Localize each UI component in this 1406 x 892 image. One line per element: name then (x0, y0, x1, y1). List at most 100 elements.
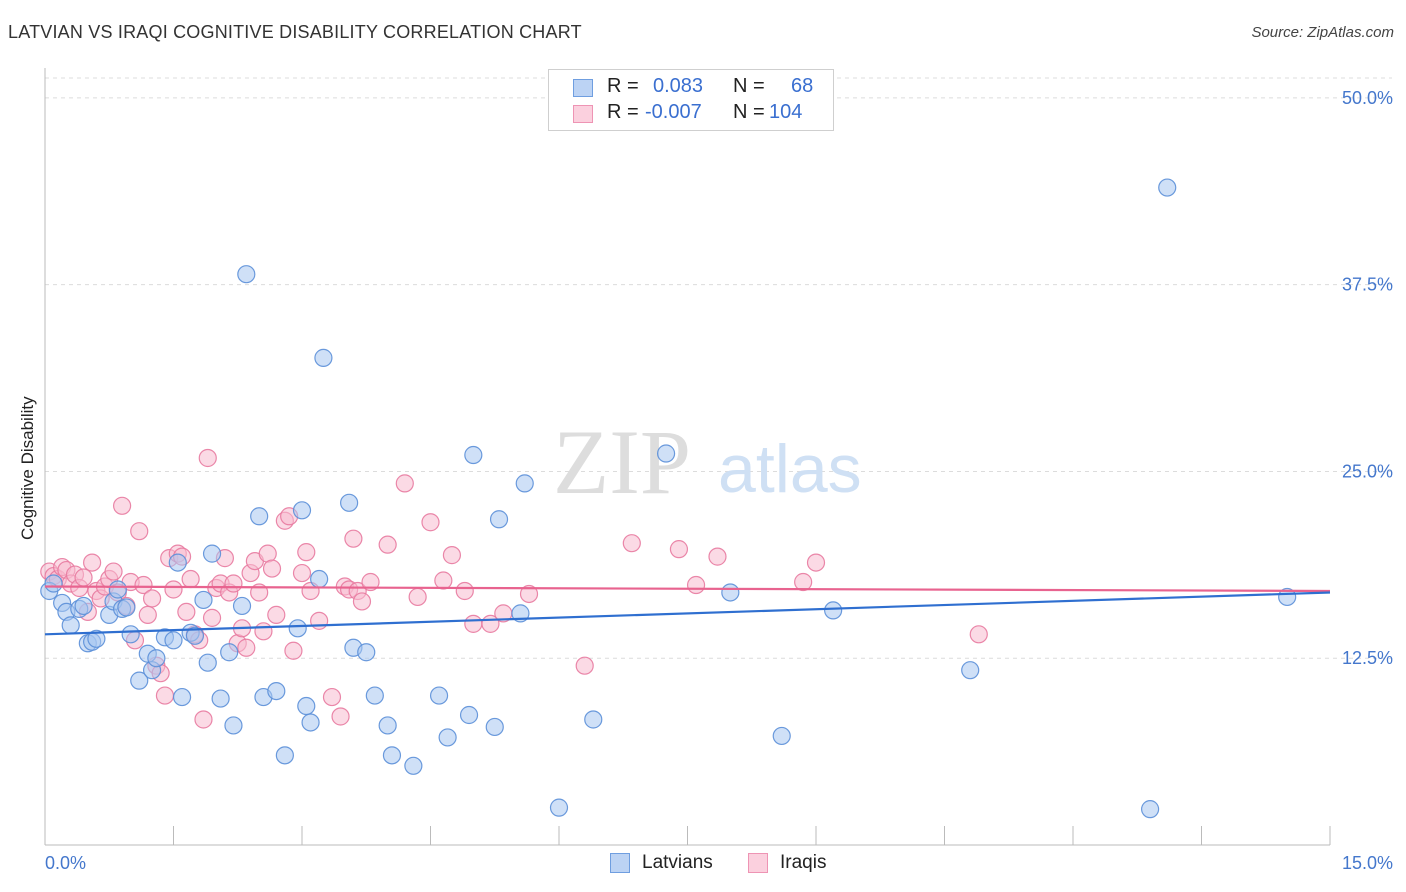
bottom-legend-swatch-latvians (610, 853, 630, 873)
legend-n-value: 104 (769, 101, 803, 123)
iraqis-point (519, 584, 539, 604)
iraqis-point (83, 553, 102, 572)
iraqis-point (134, 575, 153, 595)
latvians-point (164, 631, 183, 650)
iraqis-point (292, 563, 312, 583)
latvians-point (459, 705, 479, 725)
latvians-point (44, 574, 63, 593)
latvians-point (584, 710, 603, 729)
latvians-point (961, 661, 980, 680)
latvians-point (74, 596, 93, 616)
latvians-point (232, 596, 252, 616)
latvians-point (275, 746, 294, 765)
latvians-point (224, 716, 243, 735)
iraqis-point (669, 540, 689, 559)
iraqis-point (310, 611, 329, 630)
iraqis-point (322, 687, 342, 707)
latvians-point (485, 717, 504, 737)
latvians-point (250, 507, 269, 526)
latvians-point (130, 671, 149, 690)
latvians-point (185, 626, 205, 645)
latvians-point (357, 643, 376, 662)
iraqis-point (794, 572, 813, 592)
legend-n-label: N = (733, 75, 765, 97)
x-tick-label: 15.0% (1342, 853, 1393, 873)
legend-swatch-latvians (573, 79, 593, 97)
latvians-point (365, 686, 384, 705)
iraqis-point (352, 592, 372, 611)
latvians-point (147, 649, 166, 668)
latvians-point (168, 553, 187, 572)
latvians-point (464, 445, 483, 465)
iraqis-point (177, 602, 196, 622)
axis-layer (44, 68, 1331, 846)
latvians-point (267, 681, 286, 701)
iraqis-point (258, 544, 277, 563)
iraqis-point (181, 569, 200, 589)
y-axis-label: Cognitive Disability (18, 396, 37, 540)
iraqis-point (142, 589, 162, 608)
latvians-point (87, 629, 106, 648)
iraqis-point (130, 522, 149, 541)
latvians-point (237, 265, 256, 284)
latvians-point (438, 728, 457, 747)
iraqis-point (164, 580, 183, 599)
iraqis-point (395, 474, 414, 493)
legend-r-label: R = (607, 101, 639, 123)
legend-r-value: 0.083 (653, 75, 704, 97)
latvians-trend-line (44, 591, 1331, 636)
iraqis-point (575, 656, 594, 675)
latvians-point (1158, 178, 1177, 197)
latvians-point (194, 590, 213, 610)
iraqis-point (224, 574, 243, 593)
bottom-legend-swatch-iraqis (748, 853, 768, 873)
latvians-point (515, 474, 534, 493)
iraqis-point (344, 529, 363, 548)
tick-labels: 12.5% 25.0% 37.5% 50.0% 0.0% 15.0% (45, 88, 1393, 873)
iraqis-point (284, 641, 303, 660)
legend-n-label: N = (733, 101, 765, 123)
iraqis-point (331, 707, 350, 726)
latvians-point (288, 619, 307, 638)
latvians-point (772, 726, 791, 746)
latvians-point (292, 501, 312, 520)
latvians-point (314, 348, 333, 367)
latvians-point (382, 746, 402, 765)
trend-lines (44, 585, 1331, 636)
latvians-point (117, 598, 136, 617)
latvians-point (378, 716, 397, 735)
latvians-point (429, 686, 449, 705)
latvians-point (297, 696, 316, 716)
chart-source: Source: ZipAtlas.com (1251, 24, 1394, 41)
iraqis-point (198, 448, 217, 468)
latvians-point (121, 625, 140, 644)
watermark-atlas: atlas (718, 431, 862, 507)
x-tick-label: 0.0% (45, 853, 86, 873)
iraqis-point (408, 587, 427, 607)
latvians-point (824, 601, 843, 620)
iraqis-point (74, 568, 93, 587)
iraqis-point (202, 608, 222, 627)
iraqis-point (194, 710, 213, 729)
iraqis-point (969, 625, 988, 644)
iraqis-point (421, 513, 440, 532)
chart-title: LATVIAN VS IRAQI COGNITIVE DISABILITY CO… (8, 22, 582, 42)
latvians-point (108, 580, 127, 599)
bottom-legend-label-latvians: Latvians (642, 852, 713, 873)
watermark: ZIP atlas (553, 411, 862, 513)
legend-swatch-iraqis (573, 105, 593, 123)
latvians-point (211, 689, 230, 708)
iraqis-point (138, 605, 157, 624)
iraqis-point (297, 543, 316, 562)
latvians-point (656, 444, 676, 463)
latvians-point (220, 643, 239, 662)
latvians-point (61, 616, 80, 635)
legend: R = 0.083 N = 68 R = -0.007 N = 104 (548, 69, 834, 131)
y-tick-label: 50.0% (1342, 88, 1393, 108)
y-tick-label: 25.0% (1342, 461, 1393, 481)
iraqis-point (708, 547, 727, 566)
latvians-point (721, 583, 740, 602)
legend-r-label: R = (607, 75, 639, 97)
iraqis-point (442, 546, 462, 565)
